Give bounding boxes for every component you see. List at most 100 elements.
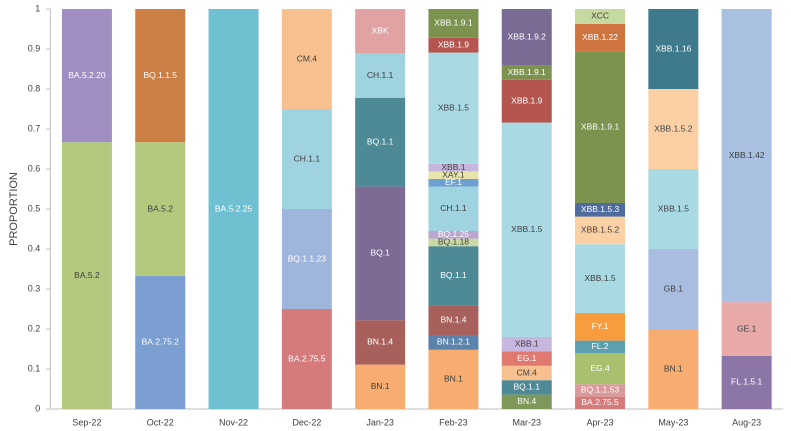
y-tick-label: 0.5 [28,203,41,213]
y-tick-label: 0.9 [28,43,41,53]
segment-label: XBB.1.9 [438,39,469,49]
segment-label: BN.1.4 [440,314,466,324]
segment-label: BA.2.75.5 [288,353,326,363]
bar-segment [428,9,479,38]
bar-segment [648,89,699,169]
segment-label: BN.1 [444,374,463,384]
y-tick-label: 0.7 [28,123,41,133]
bar-segment [575,244,626,313]
segment-label: FY.1 [592,321,609,331]
segment-label: XBB.1.5 [584,273,615,283]
bar-segment [575,51,626,204]
segment-label: XBB.1.5.2 [654,123,693,133]
bar-segment [501,380,552,395]
bar-segment [648,9,699,89]
segment-label: EF.1 [445,177,462,187]
y-tick-label: 0.6 [28,163,41,173]
bar-segment [355,97,406,187]
segment-label: CH.1.1 [440,203,467,213]
segment-label: BN.4 [517,396,536,406]
segment-label: BQ.1.25 [438,229,469,239]
bar-segment [428,349,479,409]
segment-label: XBB.1.22 [582,32,618,42]
segment-label: XAY.1 [442,169,465,179]
segment-label: XBK [372,25,389,35]
x-tick-label: Jan-23 [366,417,394,427]
y-tick-label: 0.2 [28,323,41,333]
bar-segment [281,9,332,109]
bar-segment [648,249,699,329]
x-tick-label: Apr-23 [587,417,614,427]
segment-label: BQ.1.1.5 [143,70,177,80]
bar-segment [575,313,626,341]
bar-segment [135,9,186,143]
bar-segment [61,9,112,143]
y-tick-label: 0.8 [28,83,41,93]
bar-segment [501,365,552,381]
bar-segment [501,65,552,80]
segment-label: XBB.1.9.2 [508,31,547,41]
segment-label: XBB.1.9.1 [508,67,547,77]
bar-segment [501,394,552,409]
bar-segment [135,275,186,409]
segment-label: XCC [591,11,609,21]
segment-label: XBB.1.9.1 [581,121,620,131]
segment-label: BA.2.75.5 [581,397,619,407]
segment-label: XBB.1.9.1 [434,18,473,28]
segment-label: XBB.1.16 [655,43,691,53]
segment-label: CM.4 [297,53,318,63]
segment-label: BQ.1.1.23 [288,253,327,263]
x-tick-label: Feb-23 [439,417,468,427]
bar-segment [428,335,479,350]
segment-label: FL.1.5.1 [731,377,762,387]
bar-segment [61,142,112,409]
bar-segment [428,186,479,231]
segment-label: XBB.1.5.3 [581,204,620,214]
segment-label: BN.1 [664,363,683,373]
x-tick-label: Mar-23 [512,417,541,427]
segment-label: GE.1 [737,323,757,333]
y-tick-label: 0.4 [28,243,41,253]
bar-segment [281,209,332,309]
y-tick-label: 0.1 [28,363,41,373]
segment-label: CH.1.1 [294,153,321,163]
bar-segment [575,23,626,52]
bar-segment [355,364,406,409]
bar-segment [428,171,479,179]
bar-segment [281,109,332,209]
segment-label: FL.2 [592,341,609,351]
x-tick-label: Aug-23 [732,417,761,427]
bar-segment [501,122,552,337]
x-tick-label: Dec-22 [292,417,321,427]
bar-segment [575,203,626,217]
segment-label: CM.4 [517,367,538,377]
bar-segment [648,169,699,249]
x-tick-label: Nov-22 [219,417,248,427]
bar-segment [428,305,479,335]
bar-segment [355,320,406,365]
bar-segment [575,340,626,353]
bar-segment [428,179,479,187]
x-tick-label: May-23 [658,417,688,427]
x-tick-label: Sep-22 [72,417,101,427]
y-tick-label: 0 [35,403,40,413]
bar-segment [721,355,772,409]
bar-segment [575,9,626,24]
x-tick-label: Oct-22 [147,417,174,427]
segment-label: BQ.1.1 [514,382,541,392]
segment-label: GB.1 [664,283,684,293]
y-tick-label: 0.3 [28,283,41,293]
bar-segment [208,9,259,409]
bar-segment [428,52,479,164]
bar-segment [355,53,406,98]
segment-label: XBB.1 [441,162,465,172]
segment-label: XBB.1.9 [511,95,542,105]
segment-label: BN.1.4 [367,337,393,347]
segment-label: BQ.1.1 [367,136,394,146]
segment-label: BQ.1.18 [438,237,469,247]
segment-label: XBB.1.5 [438,102,469,112]
bar-segment [721,302,772,356]
segment-label: XBB.1 [515,338,539,348]
bar-segment [355,9,406,54]
segment-label: BA.5.2.20 [68,70,106,80]
